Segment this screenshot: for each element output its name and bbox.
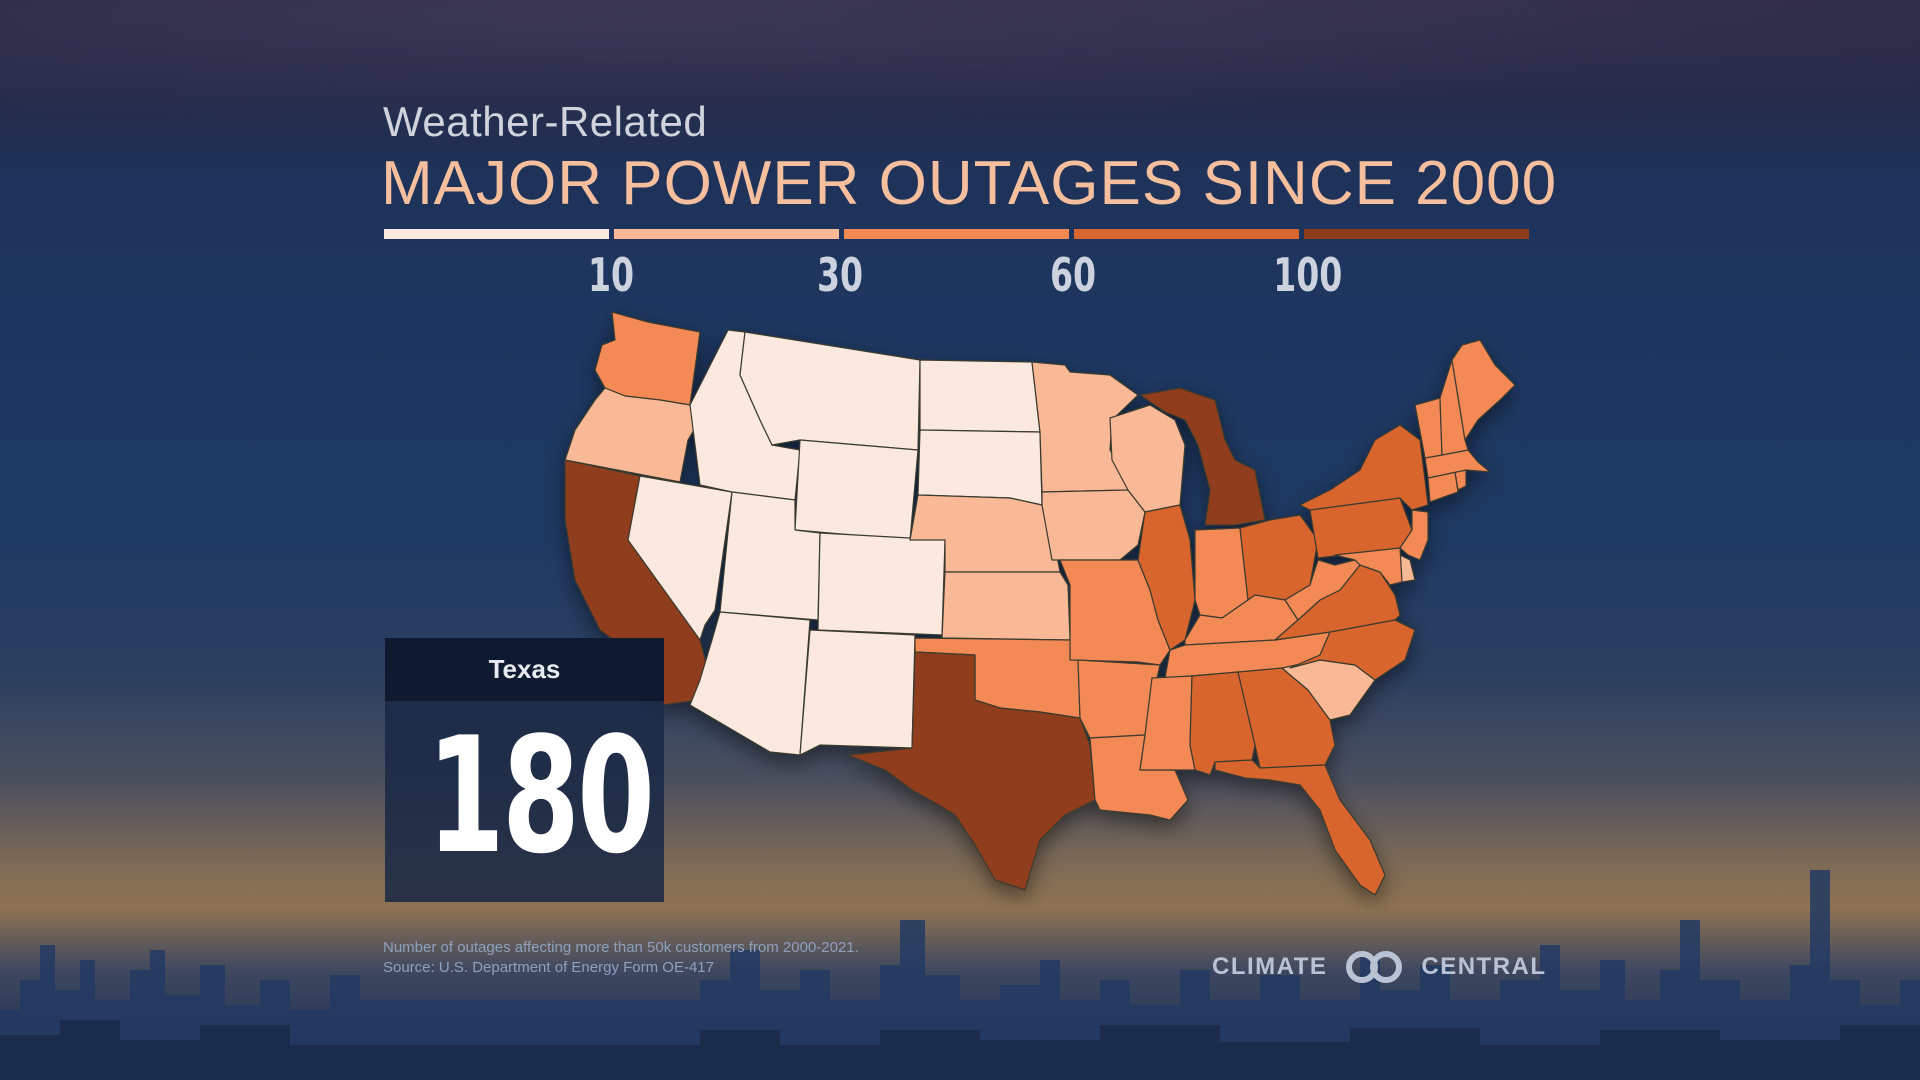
legend-break-label: 60 <box>1049 248 1097 302</box>
state-FL <box>1214 759 1386 896</box>
state-NH <box>1439 359 1469 456</box>
state-NY <box>1299 424 1429 511</box>
footnote: Number of outages affecting more than 50… <box>383 938 859 978</box>
callout-state-name: Texas <box>385 638 664 701</box>
us-choropleth-map <box>564 311 1516 896</box>
state-NJ <box>1399 509 1429 561</box>
state-KS <box>941 571 1071 641</box>
state-AZ <box>689 611 811 756</box>
state-ME <box>1451 339 1516 441</box>
legend-break-label: 30 <box>816 248 864 302</box>
chart-subtitle: Weather-Related <box>383 98 708 145</box>
footnote-line-2: Source: U.S. Department of Energy Form O… <box>383 959 714 976</box>
legend-swatch-3 <box>1074 229 1299 239</box>
chart-title: MAJOR POWER OUTAGES SINCE 2000 <box>381 149 1558 218</box>
legend-break-label: 100 <box>1273 248 1343 302</box>
state-NM <box>799 629 916 756</box>
callout-value: 180 <box>426 702 655 889</box>
legend-break-label: 10 <box>587 248 635 302</box>
state-NC <box>1289 619 1416 681</box>
state-MT <box>739 331 921 451</box>
footnote-line-1: Number of outages affecting more than 50… <box>383 939 859 956</box>
state-IA <box>1041 489 1146 561</box>
climate-central-logo: CLIMATE CENTRAL <box>1212 950 1547 984</box>
state-IL <box>1137 504 1196 651</box>
cloud-overlay <box>0 0 1920 150</box>
state-SD <box>917 429 1043 506</box>
logo-text-right: CENTRAL <box>1421 953 1547 980</box>
state-WY <box>794 439 919 541</box>
state-ND <box>919 359 1041 433</box>
logo-rings-icon <box>1346 951 1403 983</box>
legend-swatch-4 <box>1304 229 1529 239</box>
state-callout: Texas 180 <box>385 638 664 902</box>
legend-swatch-2 <box>844 229 1069 239</box>
state-TX <box>847 651 1096 891</box>
city-skyline <box>0 870 1920 1080</box>
legend-swatch-0 <box>384 229 609 239</box>
logo-text-left: CLIMATE <box>1212 953 1328 980</box>
state-MD <box>1334 547 1403 586</box>
legend-swatch-1 <box>614 229 839 239</box>
state-IN <box>1194 527 1249 619</box>
state-CO <box>817 532 946 636</box>
state-MI <box>1139 387 1266 526</box>
state-OR <box>564 387 701 483</box>
